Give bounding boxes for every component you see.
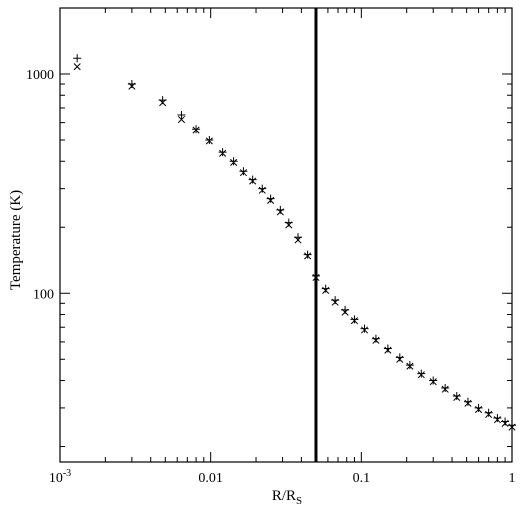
plus-marker [192,125,201,134]
cross-marker [372,336,380,344]
x-tick-label: 0.01 [198,471,223,486]
plus-marker [266,194,275,203]
cross-marker [493,416,501,424]
cross-marker [73,63,81,71]
cross-marker [239,169,247,177]
cross-marker [417,371,425,379]
cross-marker [464,399,472,407]
cross-marker [177,115,186,124]
cross-marker [396,355,404,363]
cross-marker [276,208,284,216]
x-tick-label: 1 [509,471,516,486]
cross-marker [441,385,449,393]
plus-marker [276,205,285,214]
cross-marker [485,410,493,419]
cross-marker [159,99,167,107]
plus-marker [441,383,450,392]
plus-marker [258,184,267,193]
cross-marker [258,186,266,194]
plus-marker [395,353,404,362]
cross-marker [192,126,200,134]
cross-marker [267,196,275,205]
plus-marker [405,361,414,370]
cross-marker [331,298,339,306]
plus-marker [360,324,369,333]
cross-marker [350,317,358,325]
plus-marker [452,391,461,400]
x-tick-label: 10-3 [49,468,71,486]
data-markers [73,54,516,431]
y-tick-label: 1000 [26,68,54,83]
cross-marker [128,82,136,90]
x-axis-label-subscript: S [296,495,302,507]
cross-marker [341,308,349,316]
plus-marker [463,397,472,406]
axis-ticks [59,7,513,462]
cross-marker [429,378,437,386]
cross-marker [294,236,302,244]
x-tick-label: 0.1 [353,471,371,486]
plus-marker [350,315,359,324]
plus-marker [417,369,426,378]
plus-marker [331,296,340,305]
plus-marker [205,136,214,145]
cross-marker [230,158,238,167]
plus-marker [218,148,227,157]
cross-marker [406,362,414,370]
plus-marker [484,408,493,417]
cross-marker [249,177,257,185]
cross-marker [205,137,213,145]
plus-marker [493,413,502,422]
plus-marker [73,54,82,63]
cross-marker [219,149,227,157]
plus-marker [303,250,312,259]
plus-marker [229,157,238,166]
y-axis-label: Temperature (K) [8,190,24,290]
plot-frame [59,7,513,463]
cross-marker [501,419,509,427]
cross-marker [322,286,330,295]
plus-marker [239,167,248,176]
plus-marker [383,344,392,353]
plus-marker [474,403,483,412]
y-tick-label: 100 [33,287,54,302]
cross-marker [453,393,461,401]
cross-marker [360,326,369,334]
cross-marker [475,405,483,414]
plus-marker [248,175,257,184]
plus-marker [501,417,510,426]
cross-marker [304,252,312,260]
plus-marker [321,284,330,293]
x-axis-label: R/RS [272,488,302,507]
plus-marker [429,376,438,385]
plus-marker [177,111,186,120]
cross-marker [384,346,392,354]
plus-marker [371,334,380,343]
tick-labels: 10-3 0.01 0.1 1 100 1000 [26,68,516,486]
cross-marker [285,221,293,229]
